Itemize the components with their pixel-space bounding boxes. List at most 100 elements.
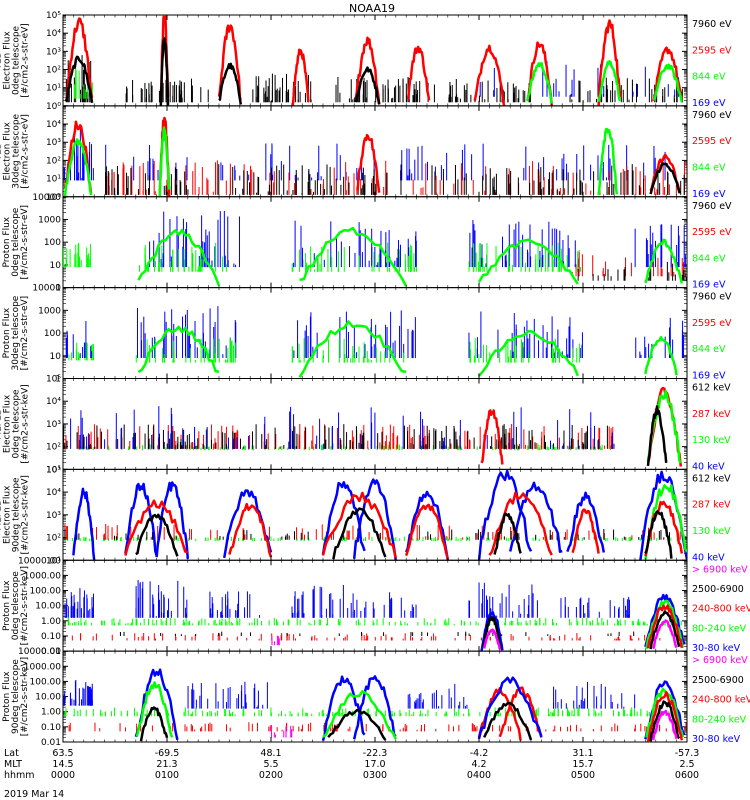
- y-axis-label-line: Proton Flux: [2, 307, 12, 358]
- y-tick-label: 1.00: [41, 617, 61, 627]
- x-tick-lat: -57.3: [675, 748, 700, 759]
- data-burst: [352, 478, 397, 561]
- y-axis-label-line: 0deg telescope: [12, 25, 22, 95]
- y-tick-label: 10⁵: [46, 11, 61, 21]
- data-burst: [481, 615, 503, 650]
- y-tick-label: 0.10: [41, 632, 61, 642]
- data-burst: [406, 45, 431, 101]
- data-burst: [405, 503, 449, 559]
- legend-entry: 287 keV: [692, 409, 731, 420]
- legend-entry: 844 eV: [692, 72, 726, 83]
- legend-entry: 130 keV: [692, 435, 731, 446]
- data-burst: [646, 405, 668, 467]
- y-axis-label-line: [#/cm2-s-str-keV]: [21, 384, 31, 463]
- x-tick-lat: -22.3: [363, 748, 388, 759]
- y-axis-label-line: Proton Flux: [2, 671, 12, 722]
- legend-entry: 130 keV: [692, 526, 731, 537]
- y-tick-label: 10000.00: [18, 556, 61, 566]
- data-burst: [652, 619, 678, 650]
- panel-data: [64, 469, 687, 561]
- y-tick-label: 1000.00: [24, 571, 61, 581]
- data-burst: [139, 706, 169, 742]
- legend-entry: > 6900 keV: [692, 655, 748, 666]
- x-tick-mlt: 17.0: [364, 759, 385, 770]
- y-tick-label: 10000: [32, 284, 61, 294]
- legend-entry: 7960 eV: [692, 19, 732, 30]
- legend-entry: 2595 eV: [692, 318, 732, 329]
- data-burst: [64, 17, 94, 102]
- data-burst: [477, 469, 533, 561]
- legend-entry: 2595 eV: [692, 136, 732, 147]
- data-burst: [124, 499, 189, 556]
- y-axis-label-line: 0deg telescope: [11, 571, 21, 641]
- y-axis-label-line: MEPED: [0, 499, 4, 531]
- data-burst: [478, 329, 579, 377]
- data-burst: [473, 44, 506, 106]
- data-burst: [482, 628, 502, 650]
- panel-8: 0.01 0.10 1.00 10.00 100.00 1000.00 10000.00 Pr…: [2, 647, 750, 748]
- panel-data: [63, 210, 687, 287]
- y-tick-label: 1.00: [41, 708, 61, 718]
- data-burst: [644, 593, 686, 648]
- legend-entry: 169 eV: [692, 280, 726, 291]
- data-burst: [652, 63, 684, 103]
- x-row-label-lat: Lat: [4, 748, 19, 759]
- y-tick-label: 0.10: [41, 723, 61, 733]
- legend-entry: 40 keV: [692, 461, 725, 472]
- data-burst: [299, 226, 408, 287]
- data-burst: [480, 409, 504, 465]
- y-axis-label-line: MEPED: [0, 408, 4, 440]
- x-row-label-mlt: MLT: [4, 759, 22, 770]
- legend-entry: 2500-6900: [692, 675, 744, 686]
- data-burst: [644, 238, 684, 284]
- y-axis-label-line: [#/cm2-s-str-eV]: [21, 23, 31, 98]
- x-tick-lat: -69.5: [155, 748, 180, 759]
- panel-6: 10¹ 10² 10³ 10⁴ 10⁵ MEPED Electron Flux 90deg t…: [0, 465, 731, 566]
- x-tick-hhmm: 0100: [155, 770, 179, 781]
- y-tick-label: 10⁴: [46, 29, 61, 39]
- data-burst: [477, 676, 543, 740]
- panel-data: [63, 668, 687, 742]
- data-burst: [217, 24, 242, 101]
- y-tick-label: 10³: [46, 47, 61, 57]
- y-tick-label: 10²: [46, 156, 61, 166]
- legend-entry: 844 eV: [692, 344, 726, 355]
- legend-entry: 844 eV: [692, 162, 726, 173]
- data-burst: [159, 37, 170, 106]
- y-tick-label: 10⁵: [46, 375, 61, 385]
- data-burst: [63, 138, 93, 197]
- data-burst: [72, 487, 96, 561]
- panel-data: [63, 116, 685, 197]
- panel-frame: [62, 14, 688, 107]
- y-tick-label: 10²: [46, 443, 61, 453]
- x-tick-mlt: 14.5: [52, 759, 73, 770]
- y-axis-label-line: 30deg telescope: [12, 113, 22, 188]
- legend-entry: > 6900 keV: [692, 564, 748, 575]
- legend-entry: 240-800 keV: [692, 604, 750, 615]
- y-tick-label: 10: [50, 352, 62, 362]
- data-burst: [321, 481, 366, 555]
- data-burst: [332, 507, 387, 560]
- x-tick-lat: 48.1: [260, 748, 281, 759]
- data-burst: [649, 610, 681, 650]
- data-burst: [63, 120, 93, 195]
- y-axis-label-line: Electron Flux: [3, 394, 13, 453]
- y-axis-label-line: 0deg telescope: [12, 389, 22, 459]
- y-axis-label-line: 90deg telescope: [11, 659, 21, 734]
- legend-entry: 7960 eV: [692, 201, 732, 212]
- y-tick-label: 10²: [46, 534, 61, 544]
- panel-data: [65, 306, 684, 378]
- data-burst: [645, 687, 685, 738]
- y-tick-label: 10⁴: [46, 488, 61, 498]
- y-tick-label: 10⁰: [46, 102, 61, 112]
- legend-entry: 80-240 keV: [692, 623, 747, 634]
- y-axis-label-line: [#/cm2-s-str-eV]: [20, 296, 30, 371]
- y-axis-label-line: [#/cm2-s-str-eV]: [21, 114, 31, 189]
- date-label: 2019 Mar 14: [4, 789, 64, 800]
- data-burst: [488, 491, 553, 556]
- x-tick-mlt: 21.3: [156, 759, 177, 770]
- panel-3: 1 10 100 1000 10000 Proton Flux 0deg telescope…: [2, 193, 732, 294]
- data-burst: [651, 709, 678, 741]
- chart-title: NOAA19: [349, 2, 395, 15]
